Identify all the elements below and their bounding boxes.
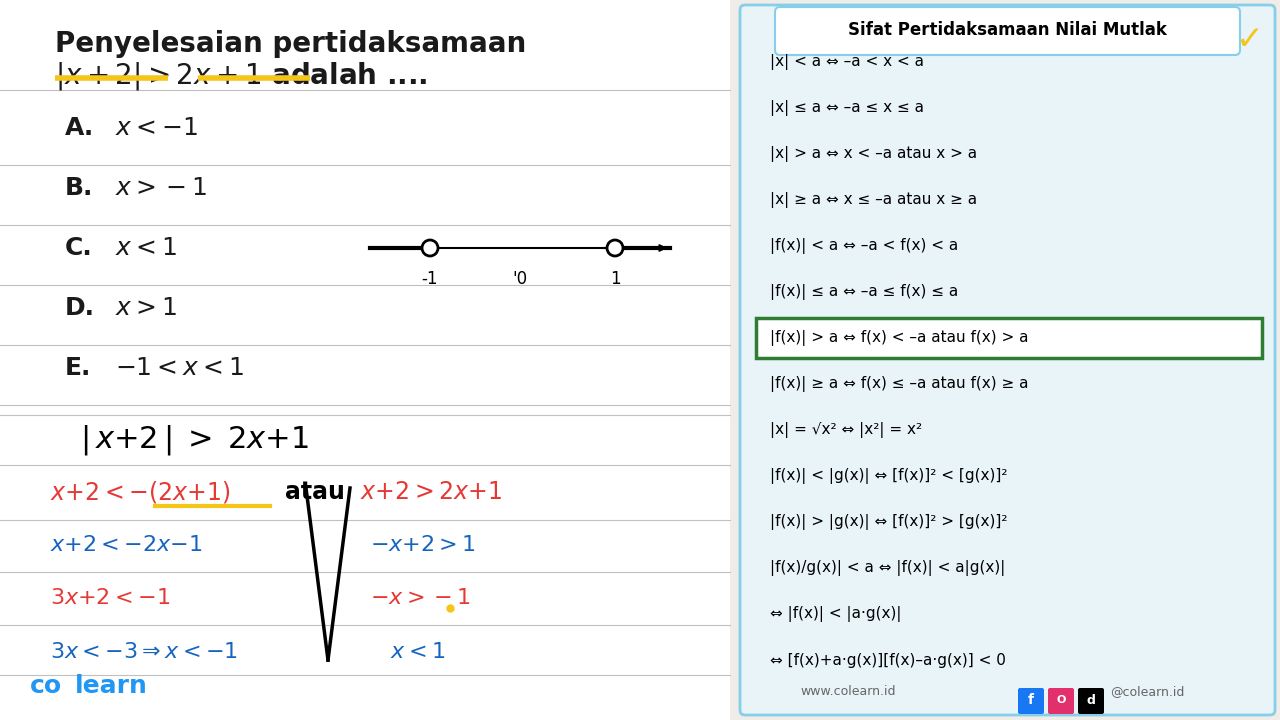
- FancyBboxPatch shape: [756, 318, 1262, 358]
- Text: |x| < a ⇔ –a < x < a: |x| < a ⇔ –a < x < a: [771, 54, 924, 70]
- Text: d: d: [1087, 693, 1096, 706]
- FancyBboxPatch shape: [1018, 688, 1044, 714]
- Text: $x > 1$: $x > 1$: [115, 296, 177, 320]
- Text: |f(x)/g(x)| < a ⇔ |f(x)| < a|g(x)|: |f(x)/g(x)| < a ⇔ |f(x)| < a|g(x)|: [771, 560, 1005, 576]
- Text: D.: D.: [65, 296, 95, 320]
- Text: B.: B.: [65, 176, 93, 200]
- Text: $x > −1$: $x > −1$: [115, 176, 207, 200]
- FancyBboxPatch shape: [1078, 688, 1103, 714]
- Text: ✓: ✓: [1236, 24, 1265, 56]
- Text: $−1 < x < 1$: $−1 < x < 1$: [115, 356, 243, 380]
- Text: |f(x)| < |g(x)| ⇔ [f(x)]² < [g(x)]²: |f(x)| < |g(x)| ⇔ [f(x)]² < [g(x)]²: [771, 468, 1007, 484]
- Text: f: f: [1028, 693, 1034, 707]
- Text: C.: C.: [65, 236, 92, 260]
- Text: $x{+}2 < -(2x{+}1)$: $x{+}2 < -(2x{+}1)$: [50, 479, 230, 505]
- Text: atau: atau: [285, 480, 344, 504]
- Text: |f(x)| ≥ a ⇔ f(x) ≤ –a atau f(x) ≥ a: |f(x)| ≥ a ⇔ f(x) ≤ –a atau f(x) ≥ a: [771, 376, 1029, 392]
- FancyBboxPatch shape: [0, 0, 730, 720]
- Text: |x| = √x² ⇔ |x²| = x²: |x| = √x² ⇔ |x²| = x²: [771, 422, 922, 438]
- FancyBboxPatch shape: [1048, 688, 1074, 714]
- Text: |f(x)| > a ⇔ f(x) < –a atau f(x) > a: |f(x)| > a ⇔ f(x) < –a atau f(x) > a: [771, 330, 1029, 346]
- Text: www.colearn.id: www.colearn.id: [800, 685, 896, 698]
- Text: $x < 1$: $x < 1$: [390, 642, 445, 662]
- Text: $3x{+}2 < -1$: $3x{+}2 < -1$: [50, 588, 170, 608]
- Text: learn: learn: [76, 674, 148, 698]
- FancyBboxPatch shape: [740, 5, 1275, 715]
- Text: $| \,x{+}2\, | \;>\; 2x{+}1$: $| \,x{+}2\, | \;>\; 2x{+}1$: [79, 423, 308, 457]
- Text: ⇔ [f(x)+a·g(x)][f(x)–a·g(x)] < 0: ⇔ [f(x)+a·g(x)][f(x)–a·g(x)] < 0: [771, 652, 1006, 667]
- Text: ⇔ |f(x)| < |a·g(x)|: ⇔ |f(x)| < |a·g(x)|: [771, 606, 901, 622]
- Text: -1: -1: [421, 270, 438, 288]
- Text: $x{+}2 < -2x{-}1$: $x{+}2 < -2x{-}1$: [50, 535, 202, 555]
- Text: A.: A.: [65, 116, 95, 140]
- Text: |f(x)| > |g(x)| ⇔ [f(x)]² > [g(x)]²: |f(x)| > |g(x)| ⇔ [f(x)]² > [g(x)]²: [771, 514, 1007, 530]
- FancyBboxPatch shape: [774, 7, 1240, 55]
- Text: $|x + 2|$$ > 2x + 1$ adalah ....: $|x + 2|$$ > 2x + 1$ adalah ....: [55, 60, 428, 92]
- Text: |x| ≥ a ⇔ x ≤ –a atau x ≥ a: |x| ≥ a ⇔ x ≤ –a atau x ≥ a: [771, 192, 977, 208]
- Text: |f(x)| ≤ a ⇔ –a ≤ f(x) ≤ a: |f(x)| ≤ a ⇔ –a ≤ f(x) ≤ a: [771, 284, 959, 300]
- Text: $-x{+}2 > 1$: $-x{+}2 > 1$: [370, 535, 476, 555]
- Text: O: O: [1056, 695, 1066, 705]
- Text: |f(x)| < a ⇔ –a < f(x) < a: |f(x)| < a ⇔ –a < f(x) < a: [771, 238, 959, 254]
- Text: $x < 1$: $x < 1$: [115, 236, 177, 260]
- Text: E.: E.: [65, 356, 91, 380]
- Text: $-x > -1$: $-x > -1$: [370, 588, 471, 608]
- Text: $x < −1$: $x < −1$: [115, 116, 197, 140]
- Text: '0: '0: [512, 270, 527, 288]
- Circle shape: [422, 240, 438, 256]
- Text: @colearn.id: @colearn.id: [1110, 685, 1184, 698]
- Text: Penyelesaian pertidaksamaan: Penyelesaian pertidaksamaan: [55, 30, 526, 58]
- Text: 1: 1: [609, 270, 621, 288]
- Text: co: co: [29, 674, 63, 698]
- Text: $3x < -3 \Rightarrow x{<}{-}1$: $3x < -3 \Rightarrow x{<}{-}1$: [50, 642, 238, 662]
- Text: |x| ≤ a ⇔ –a ≤ x ≤ a: |x| ≤ a ⇔ –a ≤ x ≤ a: [771, 100, 924, 116]
- Circle shape: [607, 240, 623, 256]
- Text: $x{+}2 > 2x{+}1$: $x{+}2 > 2x{+}1$: [360, 480, 502, 504]
- Text: Sifat Pertidaksamaan Nilai Mutlak: Sifat Pertidaksamaan Nilai Mutlak: [847, 21, 1166, 39]
- Text: |x| > a ⇔ x < –a atau x > a: |x| > a ⇔ x < –a atau x > a: [771, 146, 977, 162]
